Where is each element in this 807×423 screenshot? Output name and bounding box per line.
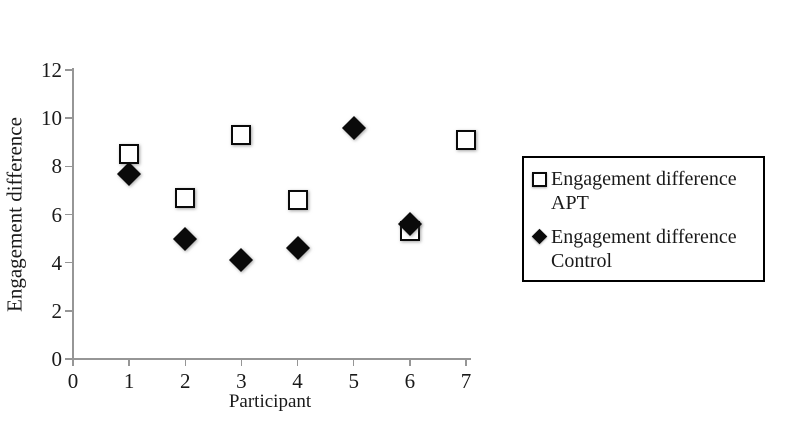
filled-diamond-icon: [531, 228, 548, 245]
x-tick-2: [184, 358, 187, 366]
x-tick-label-4: 4: [292, 369, 303, 393]
data-point-apt-2: [175, 187, 196, 208]
y-tick-label-4: 4: [51, 250, 63, 275]
x-tick-label-5: 5: [348, 369, 359, 393]
x-tick-4: [296, 358, 299, 366]
x-tick-label-3: 3: [236, 369, 247, 393]
legend-label-control: Engagement difference Control: [551, 225, 737, 273]
diamond-marker: [229, 248, 254, 273]
legend-label-line1: Engagement difference: [551, 168, 737, 190]
x-tick-3: [240, 358, 243, 366]
x-tick-1: [128, 358, 130, 366]
y-tick-label-12: 12: [41, 58, 62, 82]
square-marker: [231, 125, 252, 146]
y-tick-label-8: 8: [51, 154, 63, 179]
x-tick-label-1: 1: [123, 369, 135, 393]
data-point-apt-7: [455, 129, 476, 150]
y-tick-4: [65, 261, 73, 264]
data-point-control-2: [173, 226, 198, 251]
legend-item-apt: Engagement difference APT: [532, 167, 757, 215]
data-point-apt-4: [287, 190, 308, 211]
y-tick-0: [65, 358, 73, 360]
legend-label-line2: APT: [551, 192, 589, 214]
diamond-marker: [173, 226, 198, 251]
x-tick-label-6: 6: [404, 369, 416, 393]
data-point-control-6: [397, 212, 422, 237]
legend-label-apt: Engagement difference APT: [551, 167, 737, 215]
x-tick-0: [72, 358, 74, 366]
data-point-control-1: [117, 161, 142, 186]
y-tick-label-2: 2: [51, 298, 63, 323]
legend: Engagement difference APT Engagement diffe…: [522, 156, 765, 282]
x-axis-line: [72, 358, 471, 360]
x-tick-label-0: 0: [67, 369, 79, 393]
diamond-marker: [397, 212, 422, 237]
x-tick-6: [409, 358, 411, 366]
open-square-icon: [532, 172, 547, 187]
data-point-apt-3: [231, 125, 252, 146]
square-marker: [175, 187, 196, 208]
legend-marker-apt: [532, 167, 547, 187]
y-tick-8: [65, 165, 73, 168]
y-tick-10: [65, 117, 73, 119]
square-marker: [455, 129, 476, 150]
legend-label-line2: Control: [551, 250, 613, 272]
diamond-marker: [117, 161, 142, 186]
legend-label-line1: Engagement difference: [551, 226, 737, 248]
y-tick-label-10: 10: [41, 106, 62, 131]
x-tick-7: [465, 358, 467, 366]
diamond-marker: [341, 115, 366, 140]
y-tick-2: [65, 310, 73, 312]
y-tick-label-0: 0: [51, 347, 63, 371]
data-point-control-5: [341, 115, 366, 140]
square-marker: [287, 190, 308, 211]
diamond-marker: [285, 236, 310, 261]
x-tick-label-7: 7: [460, 369, 472, 393]
data-point-control-4: [285, 236, 310, 261]
x-tick-5: [352, 358, 355, 366]
legend-item-control: Engagement difference Control: [531, 225, 757, 273]
legend-marker-control: [531, 225, 548, 245]
x-axis-title: Participant: [228, 391, 312, 412]
y-tick-12: [65, 69, 73, 71]
y-tick-label-6: 6: [51, 202, 63, 227]
x-tick-label-2: 2: [180, 369, 191, 393]
data-point-control-3: [229, 248, 254, 273]
y-tick-6: [65, 213, 73, 216]
